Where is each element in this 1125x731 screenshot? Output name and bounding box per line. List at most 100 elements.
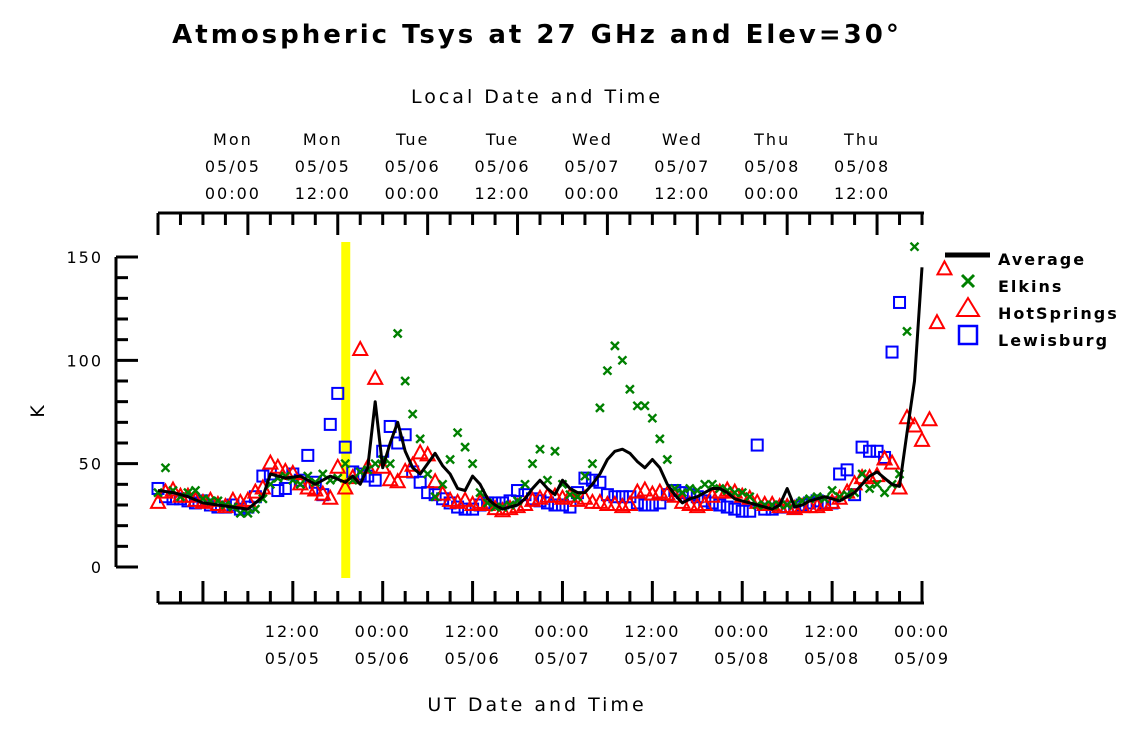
hotsprings-point: [606, 494, 624, 511]
elkins-point: [587, 458, 598, 469]
top-tick-time: 00:00: [564, 184, 620, 203]
lewisburg-point: [578, 471, 592, 485]
elkins-point: [625, 384, 635, 395]
elkins-point: [744, 491, 755, 502]
hotsprings-point: [703, 486, 721, 503]
top-tick-day: Mon: [213, 130, 253, 149]
lewisburg-point: [555, 498, 569, 512]
elkins-point: [602, 365, 613, 376]
lewisburg-point: [413, 475, 427, 489]
lewisburg-point: [323, 417, 337, 431]
hotsprings-point: [935, 259, 954, 276]
lewisburg-point: [743, 504, 757, 518]
y-axis-title: K: [27, 402, 49, 417]
bottom-tick-date: 05/07: [624, 649, 680, 668]
hotsprings-point: [883, 453, 901, 470]
elkins-point: [437, 479, 448, 490]
top-tick-date: 05/08: [744, 157, 800, 176]
top-tick-date: 05/07: [654, 157, 710, 176]
elkins-point: [460, 442, 470, 452]
top-tick-day: Mon: [303, 130, 343, 149]
lewisburg-point: [735, 504, 749, 518]
elkins-point: [527, 458, 538, 469]
hotsprings-point: [314, 484, 332, 501]
top-tick-date: 05/08: [834, 157, 890, 176]
hotsprings-point: [389, 472, 407, 489]
y-tick-label: 100: [66, 351, 103, 370]
top-tick-date: 05/06: [385, 157, 441, 176]
hotsprings-point: [261, 453, 280, 470]
lewisburg-point: [713, 498, 727, 512]
elkins-point: [827, 485, 837, 496]
elkins-point: [902, 326, 912, 337]
elkins-point: [392, 328, 403, 339]
elkins-point: [190, 485, 201, 496]
bottom-tick-date: 05/06: [355, 649, 411, 668]
elkins-point: [407, 409, 418, 419]
elkins-point: [872, 479, 882, 490]
highlight-layer: [341, 242, 351, 578]
elkins-point: [535, 444, 545, 455]
top-tick-date: 05/06: [474, 157, 530, 176]
hotsprings-point: [441, 490, 459, 507]
elkins-point: [707, 479, 718, 490]
lewisburg-point: [368, 473, 382, 487]
top-tick-day: Thu: [753, 130, 790, 149]
legend-swatch-elkins: [960, 273, 976, 289]
hotsprings-point: [591, 492, 609, 509]
hotsprings-point: [149, 492, 167, 509]
hotsprings-point: [561, 486, 579, 503]
hotsprings-point: [905, 416, 924, 433]
top-tick-time: 12:00: [295, 184, 351, 203]
top-tick-time: 12:00: [834, 184, 890, 203]
lewisburg-point: [885, 345, 899, 359]
hotsprings-point: [636, 480, 654, 497]
elkins-point: [422, 469, 433, 479]
lewisburg-point: [855, 440, 869, 454]
chart-title: Atmospheric Tsys at 27 GHz and Elev=30°: [172, 20, 902, 50]
series-line-average: [157, 267, 924, 511]
bottom-tick-date: 05/06: [445, 649, 501, 668]
top-tick-day: Tue: [485, 130, 519, 149]
elkins-point: [737, 487, 748, 498]
elkins-point: [415, 434, 426, 444]
hotsprings-point: [403, 455, 422, 472]
hotsprings-point: [651, 482, 669, 499]
elkins-point: [632, 400, 643, 411]
legend: Average Elkins HotSprings Lewisburg: [945, 250, 1119, 350]
hotsprings-point: [920, 410, 939, 427]
elkins-point: [640, 400, 650, 411]
y-tick-label: 150: [66, 248, 103, 267]
legend-label-hotsprings: HotSprings: [998, 304, 1119, 323]
bottom-tick-date: 05/09: [894, 649, 950, 668]
elkins-point: [684, 483, 695, 494]
hotsprings-point: [164, 480, 182, 497]
elkins-point: [864, 483, 875, 494]
lewisburg-point: [728, 502, 742, 516]
elkins-point: [243, 508, 253, 519]
hotsprings-point: [336, 478, 354, 495]
elkins-point: [400, 376, 411, 386]
y-tick-label: 50: [79, 455, 103, 474]
hotsprings-point: [471, 492, 489, 509]
elkins-point: [617, 355, 628, 366]
bottom-tick-date: 05/07: [534, 649, 590, 668]
elkins-point: [235, 508, 246, 519]
bottom-tick-time: 12:00: [445, 622, 501, 641]
hotsprings-point: [246, 482, 265, 499]
legend-swatch-hotsprings: [955, 296, 981, 317]
bottom-tick-date: 05/08: [804, 649, 860, 668]
legend-label-average: Average: [998, 250, 1086, 269]
hotsprings-point: [306, 480, 324, 497]
hotsprings-point: [875, 449, 894, 466]
top-tick-time: 12:00: [474, 184, 530, 203]
top-tick-day: Wed: [662, 130, 703, 149]
elkins-point: [909, 241, 920, 252]
elkins-point: [879, 487, 890, 498]
top-axis-title: Local Date and Time: [411, 86, 663, 108]
elkins-point: [550, 446, 560, 457]
top-tick-date: 05/05: [295, 157, 351, 176]
elkins-point: [430, 491, 440, 502]
legend-swatch-lewisburg: [957, 324, 979, 346]
series-layer: [149, 241, 954, 519]
